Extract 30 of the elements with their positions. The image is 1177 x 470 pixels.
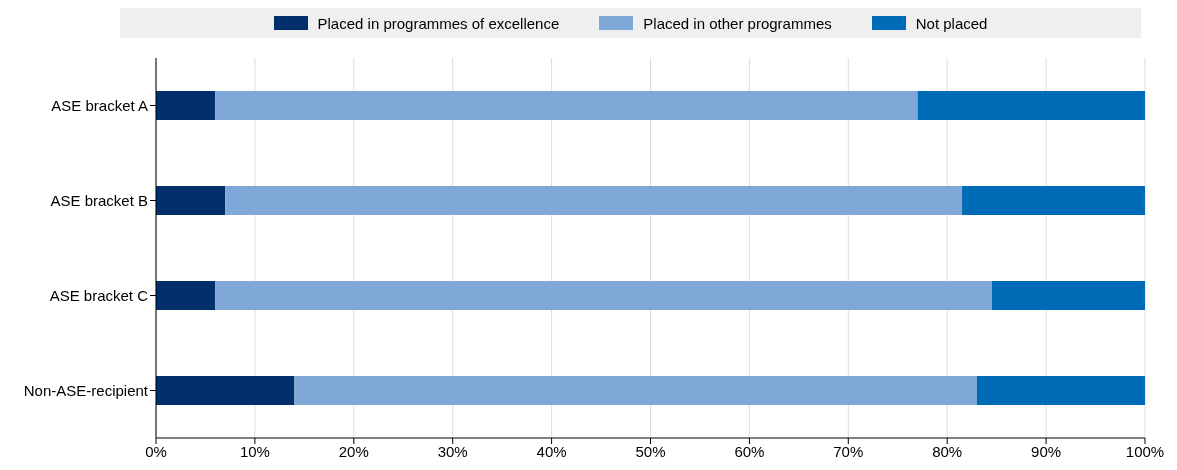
x-tick-label: 70% — [833, 442, 864, 460]
bar — [156, 91, 216, 120]
y-tick-label: ASE bracket A — [51, 96, 148, 114]
bar — [156, 376, 295, 405]
x-tick-label: 10% — [239, 442, 270, 460]
bar — [962, 186, 1145, 215]
legend-label: Placed in other programmes — [643, 14, 832, 32]
x-tick-label: 20% — [338, 442, 369, 460]
x-tick-label: 0% — [145, 442, 167, 460]
bar — [294, 376, 977, 405]
x-tick-label: 90% — [1031, 442, 1062, 460]
bar — [156, 186, 226, 215]
bar — [917, 91, 1145, 120]
y-tick-label: Non-ASE-recipient — [23, 381, 149, 399]
bar — [215, 91, 918, 120]
bar — [976, 376, 1145, 405]
x-tick-label: 40% — [536, 442, 567, 460]
x-tick-label: 100% — [1125, 442, 1165, 460]
x-tick-label: 50% — [635, 442, 666, 460]
legend-label: Placed in programmes of excellence — [317, 14, 560, 32]
x-tick-label: 60% — [734, 442, 765, 460]
bar — [156, 281, 216, 310]
bar — [991, 281, 1145, 310]
x-tick-label: 80% — [932, 442, 963, 460]
legend-label: Not placed — [915, 14, 988, 32]
y-tick-label: ASE bracket B — [50, 191, 148, 209]
y-tick-label: ASE bracket C — [49, 286, 149, 304]
bar — [215, 281, 992, 310]
x-tick-label: 30% — [437, 442, 468, 460]
bar — [225, 186, 963, 215]
